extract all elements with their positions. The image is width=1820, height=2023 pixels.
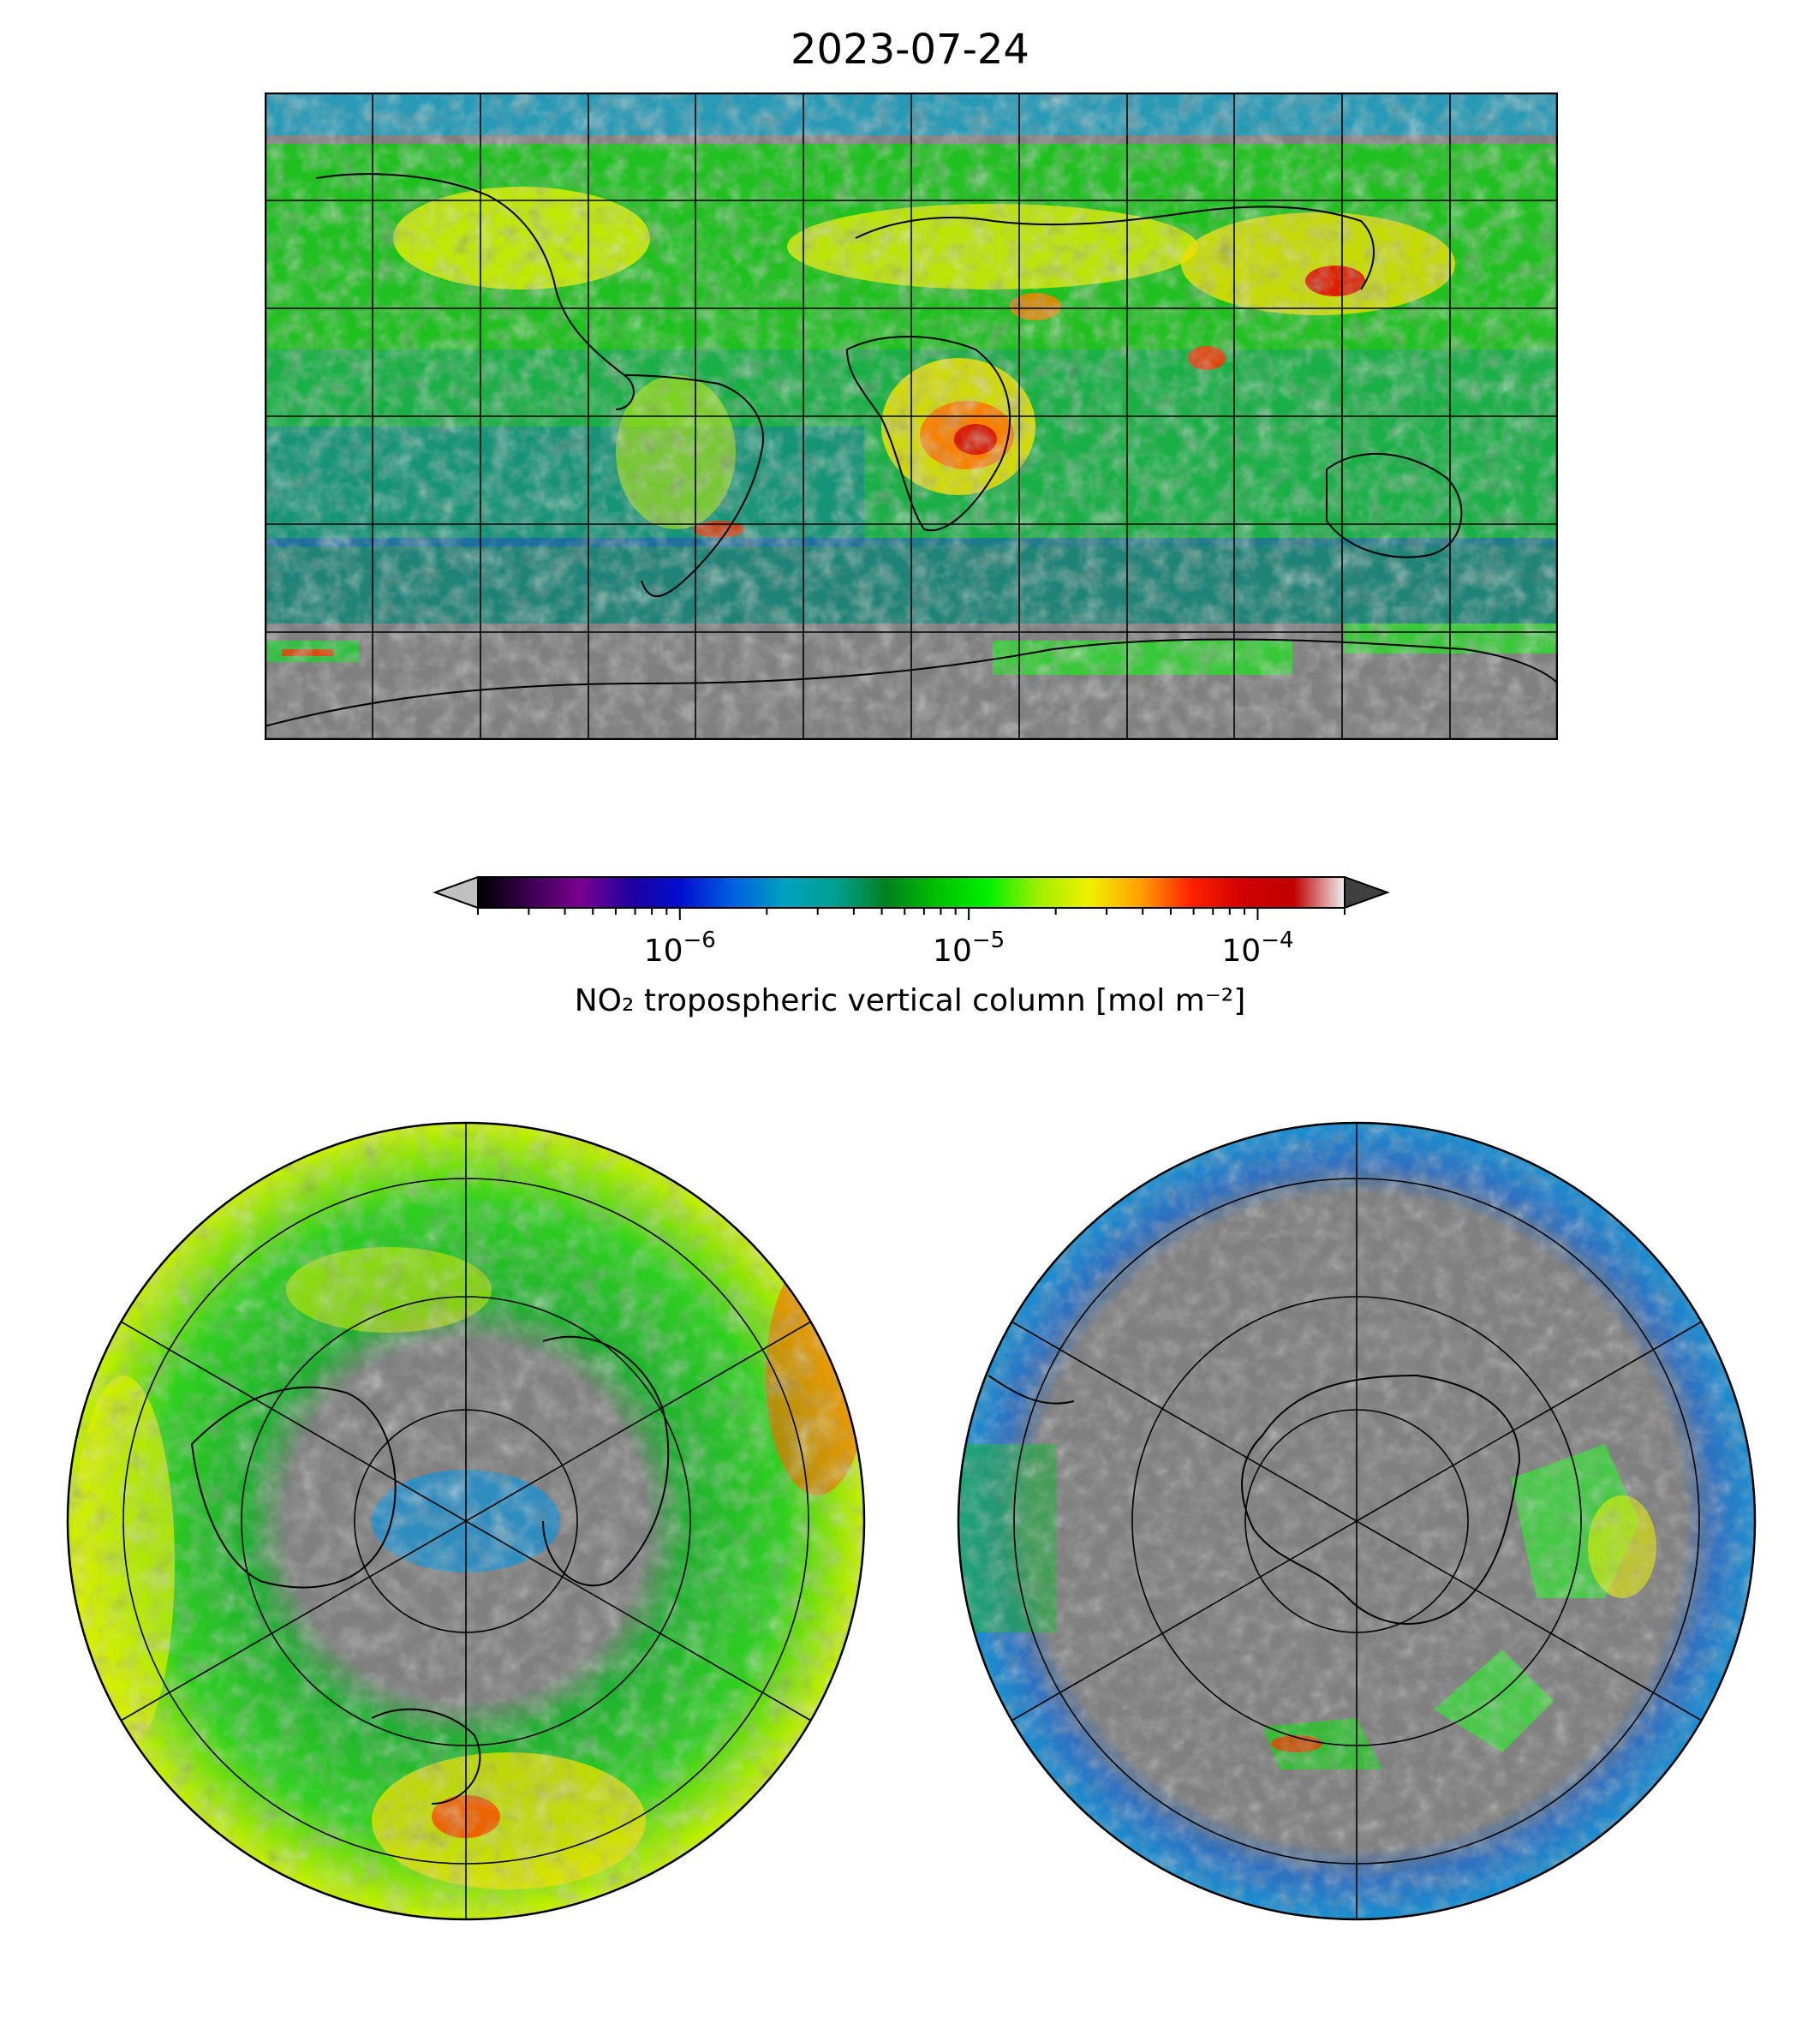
coastlines xyxy=(988,1374,1521,1625)
north-field xyxy=(68,1123,864,1919)
north-polar-map xyxy=(66,1121,866,1921)
graticule xyxy=(1011,1123,1703,1919)
colorbar-label: NO₂ tropospheric vertical column [mol m⁻… xyxy=(574,983,1246,1018)
south-field xyxy=(958,1123,1755,1919)
colorbar-gradient xyxy=(478,877,1345,908)
south-polar-map xyxy=(957,1121,1757,1921)
colorbar-tick-label: 10−6 xyxy=(644,928,716,969)
colorbar-tick-label: 10−4 xyxy=(1221,928,1293,969)
colorbar: 10−6 10−5 10−4 xyxy=(433,875,1390,969)
map-frame xyxy=(265,92,1558,740)
figure-title: 2023-07-24 xyxy=(791,26,1029,74)
map-frame xyxy=(66,1121,866,1921)
map-frame xyxy=(957,1121,1757,1921)
colorbar-under-extension xyxy=(433,875,479,910)
graticule xyxy=(120,1123,812,1919)
colorbar-over-extension xyxy=(1344,875,1390,910)
graticule xyxy=(265,92,1558,740)
coastlines xyxy=(265,173,1558,727)
coastlines xyxy=(190,1335,670,1805)
colorbar-tick-label: 10−5 xyxy=(933,928,1005,969)
world-map xyxy=(265,92,1558,740)
